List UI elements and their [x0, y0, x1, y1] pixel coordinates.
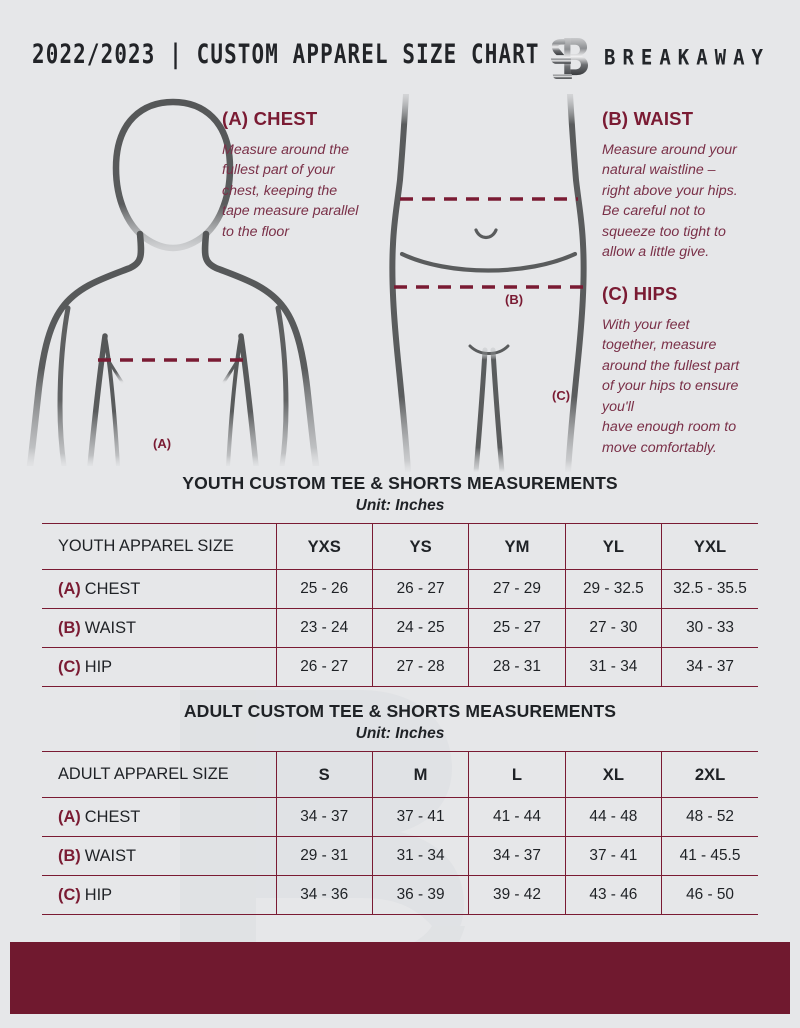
size-label-header: ADULT APPAREL SIZE — [42, 751, 277, 798]
brand-lockup: BREAKAWAY — [550, 36, 770, 80]
measurement-cell: 25 - 26 — [275, 569, 373, 609]
measurement-tag: (C) — [58, 657, 81, 676]
measurement-cell: 34 - 36 — [275, 875, 373, 915]
adult-size-table-block: ADULT CUSTOM TEE & SHORTS MEASUREMENTS U… — [42, 701, 758, 915]
size-column-header: YL — [564, 523, 663, 570]
measurement-cell: 34 - 37 — [468, 836, 566, 876]
measurement-tag: (A) — [58, 807, 81, 826]
size-column-header: XL — [564, 751, 663, 798]
footer-bar — [10, 942, 790, 1014]
measurement-cell: 23 - 24 — [275, 608, 373, 648]
measurement-cell: 48 - 52 — [661, 797, 758, 837]
measurement-cell: 46 - 50 — [661, 875, 758, 915]
info-block-hips: (C) HIPS With your feet together, measur… — [602, 283, 777, 458]
info-title-hips: (C) HIPS — [602, 283, 678, 304]
measurement-cell: 30 - 33 — [661, 608, 758, 648]
info-block-chest: (A) CHEST Measure around the fullest par… — [222, 108, 392, 242]
measurement-cell: 31 - 34 — [564, 647, 663, 687]
table-row: (B) WAIST 29 - 31 31 - 34 34 - 37 37 - 41 41 -… — [42, 836, 758, 876]
measurement-cell: 27 - 30 — [564, 608, 663, 648]
size-column-header: YXS — [275, 523, 373, 570]
measurement-cell: 26 - 27 — [275, 647, 373, 687]
adult-size-table: ADULT APPAREL SIZE S M L XL 2XL (A) CHEST 34 - 3… — [42, 751, 758, 915]
youth-size-table: YOUTH APPAREL SIZE YXS YS YM YL YXL (A) CHEST 25… — [42, 523, 758, 687]
size-label-header: YOUTH APPAREL SIZE — [42, 523, 277, 570]
measurement-cell: 24 - 25 — [371, 608, 470, 648]
info-title-waist: (B) WAIST — [602, 108, 694, 129]
size-column-header: YS — [371, 523, 470, 570]
measurement-cell: 25 - 27 — [468, 608, 566, 648]
measurement-row-label: (B) WAIST — [42, 836, 277, 876]
info-title-chest: (A) CHEST — [222, 108, 318, 129]
callout-label-b: (B) — [505, 292, 524, 307]
size-column-header: M — [371, 751, 470, 798]
measurement-row-label: (B) WAIST — [42, 608, 277, 648]
measurement-cell: 27 - 28 — [371, 647, 470, 687]
table-header-row: YOUTH APPAREL SIZE YXS YS YM YL YXL — [42, 523, 758, 570]
info-body-chest: Measure around the fullest part of your … — [222, 142, 359, 240]
measurement-cell: 28 - 31 — [468, 647, 566, 687]
measurement-cell: 34 - 37 — [661, 647, 758, 687]
size-column-header: YM — [468, 523, 566, 570]
adult-table-unit: Unit: Inches — [355, 725, 445, 742]
size-column-header: 2XL — [661, 751, 758, 798]
measurement-cell: 27 - 29 — [468, 569, 566, 609]
table-row: (C) HIP 26 - 27 27 - 28 28 - 31 31 - 34 34 - 3… — [42, 647, 758, 687]
table-row: (B) WAIST 23 - 24 24 - 25 25 - 27 27 - 30 30 -… — [42, 608, 758, 648]
upper-body-figure — [26, 98, 320, 466]
table-row: (A) CHEST 34 - 37 37 - 41 41 - 44 44 - 48 48 -… — [42, 797, 758, 837]
measurement-cell: 29 - 32.5 — [564, 569, 663, 609]
adult-table-title: ADULT CUSTOM TEE & SHORTS MEASUREMENTS — [183, 701, 617, 721]
measurement-tag: (A) — [58, 579, 81, 598]
measurement-cell: 34 - 37 — [275, 797, 373, 837]
measurement-cell: 26 - 27 — [371, 569, 470, 609]
measurement-illustrations: (A) (B) (C) — [0, 94, 800, 476]
measurement-cell: 36 - 39 — [371, 875, 470, 915]
callout-label-a: (A) — [153, 436, 172, 451]
youth-table-unit: Unit: Inches — [355, 497, 445, 514]
measurement-cell: 29 - 31 — [275, 836, 373, 876]
callout-label-c: (C) — [552, 388, 571, 403]
measurement-cell: 44 - 48 — [564, 797, 663, 837]
youth-size-table-block: YOUTH CUSTOM TEE & SHORTS MEASUREMENTS U… — [42, 473, 758, 687]
size-column-header: S — [275, 751, 373, 798]
table-row: (A) CHEST 25 - 26 26 - 27 27 - 29 29 - 32.5 32… — [42, 569, 758, 609]
measurement-cell: 41 - 44 — [468, 797, 566, 837]
measurement-cell: 37 - 41 — [371, 797, 470, 837]
measurement-tag: (C) — [58, 885, 81, 904]
info-block-waist: (B) WAIST Measure around your natural wa… — [602, 108, 774, 263]
table-row: (C) HIP 34 - 36 36 - 39 39 - 42 43 - 46 46 - 5… — [42, 875, 758, 915]
measurement-row-label: (A) CHEST — [42, 797, 277, 837]
measurement-row-label: (A) CHEST — [42, 569, 277, 609]
measurement-cell: 31 - 34 — [371, 836, 470, 876]
measurement-cell: 37 - 41 — [564, 836, 663, 876]
info-body-hips: With your feet together, measure around … — [602, 317, 740, 456]
page-header: 2022/2023 | CUSTOM APPAREL SIZE CHART — [0, 0, 800, 96]
measurement-tag: (B) — [58, 618, 81, 637]
measurement-row-label: (C) HIP — [42, 875, 277, 915]
table-header-row: ADULT APPAREL SIZE S M L XL 2XL — [42, 751, 758, 798]
size-column-header: YXL — [661, 523, 758, 570]
breakaway-b-logo-icon — [550, 38, 589, 79]
measurement-cell: 41 - 45.5 — [661, 836, 758, 876]
brand-name: BREAKAWAY — [604, 45, 770, 71]
measurement-tag: (B) — [58, 846, 81, 865]
size-column-header: L — [468, 751, 566, 798]
measurement-cell: 32.5 - 35.5 — [661, 569, 758, 609]
measurement-row-label: (C) HIP — [42, 647, 277, 687]
info-body-waist: Measure around your natural waistline – … — [602, 142, 738, 261]
measurement-cell: 39 - 42 — [468, 875, 566, 915]
page-title: 2022/2023 | CUSTOM APPAREL SIZE CHART — [32, 40, 540, 71]
measurement-cell: 43 - 46 — [564, 875, 663, 915]
youth-table-title: YOUTH CUSTOM TEE & SHORTS MEASUREMENTS — [182, 473, 618, 493]
lower-body-figure — [389, 94, 587, 472]
